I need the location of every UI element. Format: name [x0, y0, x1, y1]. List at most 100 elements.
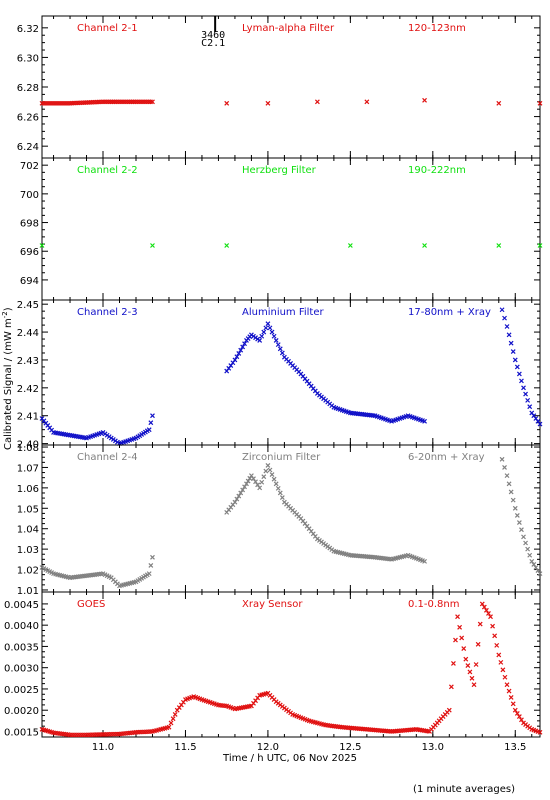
data-point [422, 418, 427, 424]
data-point [234, 354, 240, 360]
data-point [490, 623, 496, 629]
y-tick-label: 1.03 [17, 545, 39, 556]
data-point [150, 243, 155, 248]
data-point [499, 456, 505, 462]
data-point [516, 520, 522, 526]
panel-label-4-2: Zirconium Filter [242, 452, 321, 463]
panel-label-2-3: 190-222nm [408, 165, 466, 176]
data-point [347, 243, 353, 248]
data-point [496, 243, 502, 248]
data-point [263, 468, 269, 474]
y-tick-label: 0.0040 [4, 621, 39, 632]
y-tick-label: 0.0045 [4, 600, 39, 611]
data-point [457, 624, 463, 630]
y-tick-label: 1.08 [17, 443, 39, 454]
data-point [277, 490, 283, 496]
data-point [251, 476, 256, 482]
data-point [422, 558, 427, 564]
y-tick-label: 1.02 [17, 566, 39, 577]
data-point [537, 571, 543, 577]
data-point [486, 611, 491, 616]
panel-label-1-3: 120-123nm [408, 23, 466, 34]
data-point [150, 413, 155, 419]
panel-label-4-1: Channel 2-4 [77, 452, 138, 463]
data-point [247, 475, 253, 481]
data-point [537, 100, 543, 106]
data-point [265, 321, 271, 327]
x-tick-label: 13.0 [422, 742, 444, 753]
data-point [242, 341, 247, 347]
data-point [245, 478, 251, 484]
data-point [279, 495, 285, 500]
data-point [537, 729, 543, 735]
y-tick-label: 2.41 [17, 412, 39, 423]
data-point [477, 621, 483, 627]
data-point [257, 338, 263, 343]
data-point [527, 552, 533, 558]
data-point [499, 307, 505, 313]
data-point [232, 499, 238, 505]
panel-label-3-1: Channel 2-3 [77, 307, 138, 318]
data-point [422, 97, 427, 103]
data-point [512, 505, 518, 511]
data-point [465, 663, 471, 668]
data-point [271, 333, 277, 339]
y-tick-label: 2.40 [17, 440, 39, 451]
data-point [269, 472, 275, 478]
panel-label-5-3: 0.1-0.8nm [408, 599, 460, 610]
data-point [275, 485, 281, 491]
y-tick-label: 6.32 [17, 24, 39, 35]
data-point [504, 682, 510, 688]
y-tick-label: 1.04 [17, 525, 39, 536]
data-point [512, 357, 518, 363]
y-tick-label: 0.0025 [4, 685, 39, 696]
data-point [244, 481, 249, 487]
panel-frame-2 [41, 157, 541, 301]
data-point [232, 357, 238, 363]
data-point [267, 467, 273, 473]
data-point [453, 637, 458, 643]
y-tick-label: 700 [20, 190, 39, 201]
data-point [504, 473, 510, 479]
marker-label-1: 3460 [201, 30, 225, 41]
data-point [483, 607, 489, 613]
data-point [455, 614, 460, 620]
data-point [170, 716, 176, 722]
y-tick-label: 2.45 [17, 300, 39, 311]
data-point [496, 652, 502, 658]
data-point [502, 315, 507, 321]
data-point [512, 707, 518, 713]
data-point [459, 635, 465, 641]
y-tick-label: 702 [20, 161, 39, 172]
data-point [275, 342, 281, 348]
panel-label-2-2: Herzberg Filter [242, 165, 317, 176]
y-tick-label: 0.0035 [4, 642, 39, 653]
panel-label-1-2: Lyman-alpha Filter [242, 23, 335, 34]
footer-note: (1 minute averages) [413, 784, 515, 795]
data-point [150, 554, 155, 560]
y-tick-label: 694 [20, 276, 39, 287]
data-point [261, 329, 267, 335]
data-point [514, 364, 520, 370]
data-point [273, 481, 279, 487]
data-point [172, 712, 178, 717]
data-point [502, 674, 508, 680]
data-point [533, 565, 539, 570]
data-point [471, 682, 477, 688]
panel-label-5-2: Xray Sensor [242, 599, 303, 610]
data-point [277, 346, 283, 352]
data-point [234, 496, 240, 502]
data-point [146, 571, 152, 577]
data-point [506, 481, 512, 487]
data-point [240, 344, 246, 350]
data-point [523, 391, 528, 397]
panel-frame-5 [41, 591, 541, 738]
data-point [529, 558, 535, 564]
data-point [461, 646, 467, 651]
y-axis-title: Calibrated Signal / (mW m-2) [1, 307, 14, 450]
data-point [168, 720, 174, 726]
x-tick-label: 11.5 [174, 742, 196, 753]
y-tick-label: 2.43 [17, 356, 39, 367]
y-tick-label: 1.07 [17, 463, 39, 474]
data-point [150, 99, 155, 105]
